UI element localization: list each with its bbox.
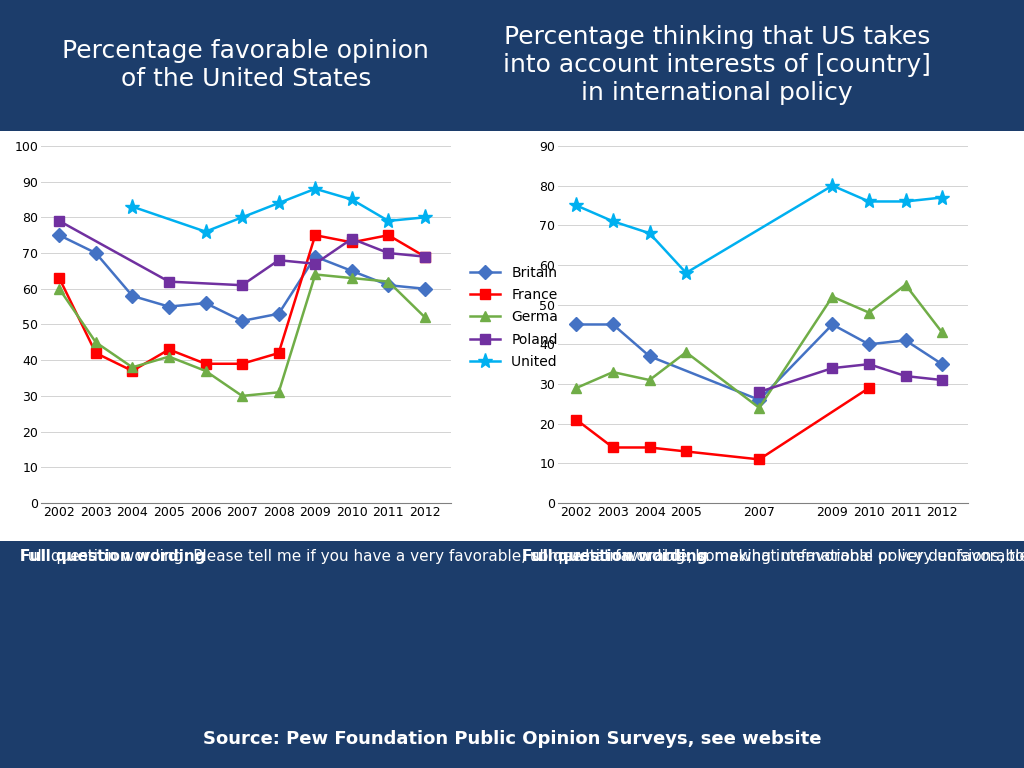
Text: Full question wording: In making international policy decisions, to what extent : Full question wording: In making interna… [522, 549, 1024, 564]
Text: Percentage favorable opinion
of the United States: Percentage favorable opinion of the Unit… [62, 39, 429, 91]
Text: Full question wording: Please tell me if you have a very favorable, somewhat fav: Full question wording: Please tell me if… [20, 549, 1024, 564]
Text: Source: Pew Foundation Public Opinion Surveys, see website: Source: Pew Foundation Public Opinion Su… [203, 730, 821, 748]
Text: Percentage thinking that US takes
into account interests of [country]
in interna: Percentage thinking that US takes into a… [503, 25, 931, 105]
Legend: Britain, France, Germany, Poland, United States: Britain, France, Germany, Poland, United… [470, 266, 605, 369]
Text: Full question wording: Full question wording [522, 549, 708, 564]
Text: Full question wording: Full question wording [20, 549, 206, 564]
